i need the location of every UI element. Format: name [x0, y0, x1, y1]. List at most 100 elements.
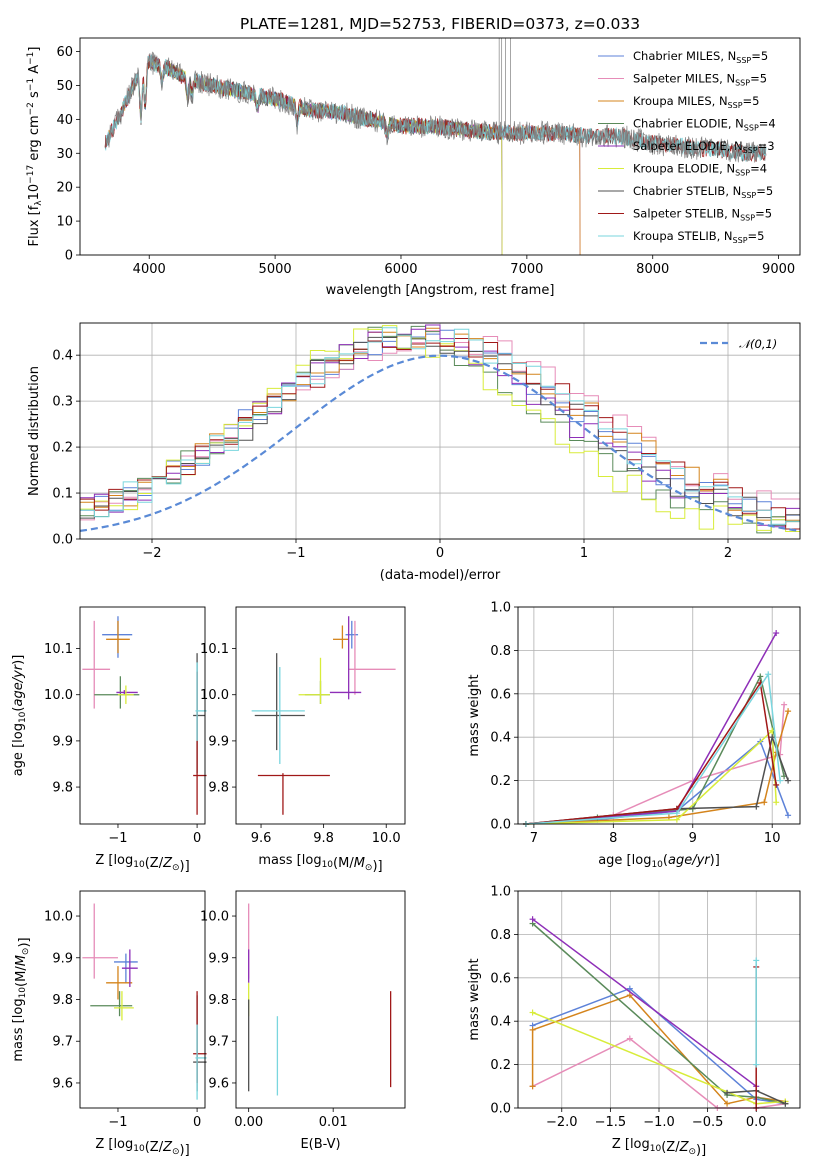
y-tick-label: 0.8	[490, 644, 511, 659]
observed-spectrum-line	[104, 51, 767, 163]
x-tick-label: 9000	[762, 262, 795, 277]
spectrum-lines	[104, 38, 767, 255]
x-tick-label: 0	[436, 546, 444, 561]
histogram-step-line	[80, 327, 800, 527]
y-tick-label: 20	[56, 181, 73, 196]
y-tick-label: 0.6	[490, 971, 511, 986]
x-axis-label: E(B-V)	[300, 1137, 340, 1152]
x-tick-label: −1	[108, 831, 127, 846]
y-tick-label: 9.8	[208, 993, 229, 1008]
weight-line	[525, 680, 777, 825]
y-axis-label: mass weight	[467, 958, 482, 1040]
y-axis-label: Flux [fλ10−17 erg cm−2 s−1 A−1]	[26, 47, 44, 247]
y-tick-label: 0.0	[52, 533, 73, 548]
weight-line	[532, 918, 757, 1087]
axes-frame	[79, 322, 801, 540]
x-axis-label: (data-model)/error	[380, 568, 501, 583]
axes-frame	[235, 890, 406, 1109]
weight-line	[532, 987, 786, 1105]
y-tick-label: 10.0	[44, 688, 73, 703]
legend-entry: Salpeter ELODIE, NSSP=3	[633, 139, 775, 155]
legend-entry: Chabrier MILES, NSSP=5	[633, 49, 768, 65]
axes-frame	[517, 606, 801, 825]
y-tick-label: 0.2	[490, 1058, 511, 1073]
y-axis-label: mass [log10(M/M⊙)]	[11, 937, 32, 1061]
x-tick-label: 0	[193, 1115, 201, 1130]
y-tick-label: 10.0	[200, 910, 229, 925]
y-tick-label: 0.6	[490, 687, 511, 702]
y-tick-label: 0	[65, 249, 73, 264]
y-tick-label: 0.4	[52, 349, 73, 364]
y-tick-label: 9.8	[208, 781, 229, 796]
x-tick-label: 10.0	[372, 831, 401, 846]
y-tick-label: 0.2	[52, 441, 73, 456]
y-tick-label: 9.9	[208, 734, 229, 749]
x-tick-label: 0.01	[319, 1115, 348, 1130]
x-tick-label: 1	[580, 546, 588, 561]
x-tick-label: 4000	[133, 262, 166, 277]
y-axis-label: mass weight	[467, 674, 482, 756]
y-tick-label: 9.7	[208, 1035, 229, 1050]
legend-entry: Salpeter STELIB, NSSP=5	[633, 207, 772, 223]
y-tick-label: 1.0	[490, 885, 511, 900]
y-tick-label: 10	[56, 215, 73, 230]
y-tick-label: 40	[56, 113, 73, 128]
legend-entry: Chabrier ELODIE, NSSP=4	[633, 117, 776, 133]
weight-vs-metallicity-panel: −2.0 −1.5 −1.0 −0.5 0.0 0.0 0.2 0.4 0.6 0.8 1.0 mas…	[467, 885, 801, 1158]
mass-vs-metallicity-panel: −1 0 9.6 9.7 9.8 9.9 10.0 Z [log10(Z/Z⊙)] mass […	[11, 890, 207, 1158]
y-tick-label: 30	[56, 147, 73, 162]
legend-entry: Kroupa ELODIE, NSSP=4	[633, 162, 767, 178]
x-axis-label: age [log10(age/yr)]	[598, 853, 720, 870]
x-axis-label: wavelength [Angstrom, rest frame]	[326, 283, 555, 298]
legend-entry: Salpeter MILES, NSSP=5	[633, 72, 767, 88]
axes-frame	[79, 37, 801, 256]
y-tick-label: 9.7	[52, 1035, 73, 1050]
x-axis-label: Z [log10(Z/Z⊙)]	[95, 853, 189, 874]
x-tick-label: 6000	[384, 262, 417, 277]
y-tick-label: 10.1	[200, 642, 229, 657]
y-tick-label: 0.0	[490, 1102, 511, 1117]
axes-frame	[235, 606, 406, 825]
y-tick-label: 0.4	[490, 1015, 511, 1030]
x-tick-label: 0	[193, 831, 201, 846]
weight-vs-age-panel: 7 8 9 10 0.0 0.2 0.4 0.6 0.8 1.0 mass weight age [l…	[467, 601, 801, 870]
x-tick-label: −0.5	[692, 1115, 724, 1130]
y-tick-label: 0.8	[490, 928, 511, 943]
legend-entry: Kroupa MILES, NSSP=5	[633, 94, 759, 110]
x-tick-label: 0.0	[746, 1115, 767, 1130]
x-tick-label: 7000	[510, 262, 543, 277]
hist-lines	[80, 324, 800, 535]
axes-frame	[517, 890, 801, 1109]
x-axis-label: Z [log10(Z/Z⊙)]	[612, 1137, 706, 1158]
x-axis-label: mass [log10(M/M⊙)]	[258, 853, 382, 874]
legend-entry: Kroupa STELIB, NSSP=5	[633, 229, 764, 245]
x-tick-label: −1.0	[643, 1115, 675, 1130]
age-vs-mass-panel: 9.6 9.8 10.0 9.8 9.9 10.0 10.1 mass [log10(M/M⊙…	[200, 606, 406, 874]
x-tick-label: 7	[530, 831, 538, 846]
y-tick-label: 0.3	[52, 395, 73, 410]
weight-line	[532, 922, 786, 1105]
y-tick-label: 9.9	[52, 734, 73, 749]
y-tick-label: 50	[56, 79, 73, 94]
y-tick-label: 0.4	[490, 731, 511, 746]
x-tick-label: −1	[286, 546, 305, 561]
x-tick-label: −2.0	[546, 1115, 578, 1130]
y-tick-label: 10.1	[44, 642, 73, 657]
x-tick-label: 0.00	[234, 1115, 263, 1130]
figure-title: PLATE=1281, MJD=52753, FIBERID=0373, z=0…	[240, 15, 640, 33]
residual-histogram-panel: −2 −1 0 1 2 0.0 0.1 0.2 0.3 0.4 (data-model)/error…	[27, 322, 801, 583]
x-tick-label: 2	[724, 546, 732, 561]
y-tick-label: 9.6	[208, 1076, 229, 1091]
x-tick-label: 9	[689, 831, 697, 846]
x-tick-label: −1.5	[595, 1115, 627, 1130]
weight-line	[525, 672, 781, 825]
y-tick-label: 1.0	[490, 601, 511, 616]
x-axis-label: Z [log10(Z/Z⊙)]	[95, 1137, 189, 1158]
y-tick-label: 10.0	[200, 688, 229, 703]
normal-curve	[80, 354, 800, 532]
y-tick-label: 9.6	[52, 1076, 73, 1091]
x-tick-label: 9.6	[251, 831, 272, 846]
x-tick-label: 8000	[636, 262, 669, 277]
weight-line	[525, 729, 777, 825]
